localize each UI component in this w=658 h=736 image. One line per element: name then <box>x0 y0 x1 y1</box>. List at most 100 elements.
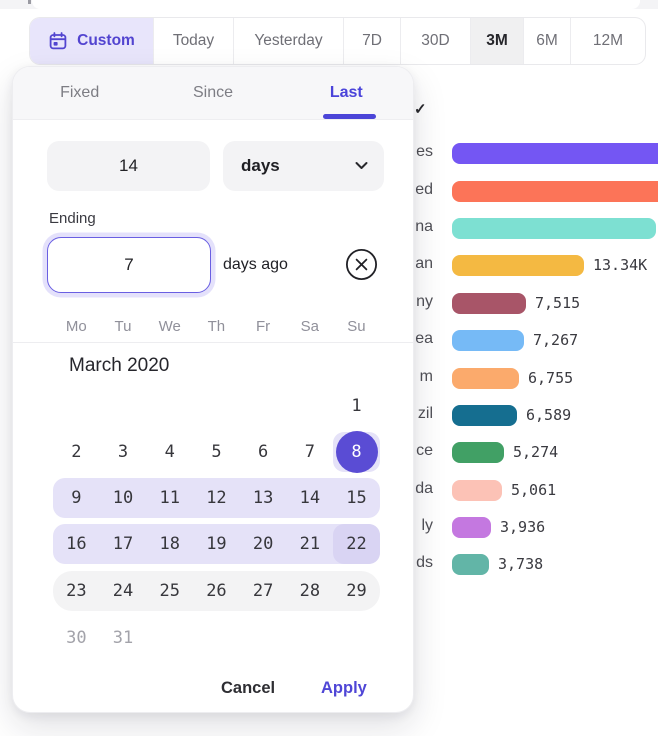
chart-bar[interactable] <box>452 292 526 314</box>
chart-bar-value: 7,515 <box>535 293 581 312</box>
chart-row-label: ce <box>416 442 433 460</box>
weekday-th: Th <box>207 318 226 335</box>
chart-bar[interactable] <box>452 554 489 576</box>
calendar-week-row: 23 24 25 26 27 28 29 <box>53 568 380 614</box>
chart-row-label: da <box>415 479 433 497</box>
calendar-icon <box>48 31 68 51</box>
chart-row: ny 7,515 <box>0 285 658 322</box>
day-19[interactable]: 19 <box>206 534 227 554</box>
weekday-header-row: Mo Tu We Th Fr Sa Su <box>53 318 380 335</box>
apply-button[interactable]: Apply <box>321 679 367 697</box>
day-29[interactable]: 29 <box>346 581 367 601</box>
clipped-top-bar <box>0 0 658 9</box>
day-26[interactable]: 26 <box>206 581 227 601</box>
chart-row-label: an <box>415 255 433 273</box>
day-11[interactable]: 11 <box>159 488 180 508</box>
date-range-segmented-control: Custom Today Yesterday 7D 30D 3M 6M 12M <box>30 18 645 64</box>
chart-bar[interactable] <box>452 516 491 538</box>
chart-row-label: es <box>416 143 433 161</box>
day-9[interactable]: 9 <box>71 488 82 508</box>
range-week-highlight <box>53 478 380 518</box>
day-16[interactable]: 16 <box>66 534 87 554</box>
preset-button-3m[interactable]: 3M <box>470 18 523 64</box>
chart-bar-value: 5,061 <box>511 480 557 499</box>
day-6[interactable]: 6 <box>258 442 269 462</box>
chart-row-label: ly <box>421 516 433 534</box>
date-picker-tabs: Fixed Since Last <box>13 67 413 120</box>
tab-last[interactable]: Last <box>329 84 363 101</box>
day-1[interactable]: 1 <box>351 396 362 416</box>
clipped-top-card <box>32 0 640 9</box>
day-27[interactable]: 27 <box>252 581 274 601</box>
ending-days-input[interactable]: 7 <box>47 237 211 293</box>
chart-row-label: ed <box>415 180 433 198</box>
selected-day-8[interactable]: 8 <box>335 431 378 473</box>
day-31[interactable]: 31 <box>112 628 134 648</box>
ending-label: Ending <box>49 210 96 227</box>
preset-button-7d[interactable]: 7D <box>343 18 400 64</box>
chart-row-label: na <box>415 218 433 236</box>
weekday-tu: Tu <box>114 318 132 335</box>
chart-bar[interactable] <box>452 330 524 352</box>
day-30[interactable]: 30 <box>66 628 87 648</box>
range-end-cell-bg <box>333 524 380 564</box>
chart-bar-value: 3,738 <box>498 555 544 574</box>
day-4[interactable]: 4 <box>164 442 175 462</box>
chart-bar[interactable] <box>452 218 656 240</box>
weekday-su: Su <box>347 318 366 335</box>
ending-days-value: 7 <box>124 255 134 274</box>
calendar-week-row: 1 <box>53 383 380 429</box>
tab-fixed[interactable]: Fixed <box>60 84 100 101</box>
day-7[interactable]: 7 <box>304 442 315 462</box>
preset-button-30d[interactable]: 30D <box>400 18 470 64</box>
day-10[interactable]: 10 <box>112 488 134 508</box>
day-21[interactable]: 21 <box>299 534 321 554</box>
day-20[interactable]: 20 <box>252 534 274 554</box>
preset-button-today[interactable]: Today <box>153 18 233 64</box>
day-13[interactable]: 13 <box>252 488 274 508</box>
day-25[interactable]: 25 <box>159 581 180 601</box>
calendar-divider <box>13 342 413 343</box>
tab-since[interactable]: Since <box>192 84 233 101</box>
day-22[interactable]: 22 <box>346 534 367 554</box>
day-14[interactable]: 14 <box>299 488 321 508</box>
day-5[interactable]: 5 <box>211 442 222 462</box>
chart-row: m 6,755 <box>0 360 658 397</box>
preset-button-yesterday[interactable]: Yesterday <box>233 18 343 64</box>
chart-bar[interactable] <box>452 255 584 277</box>
day-2[interactable]: 2 <box>71 442 82 462</box>
days-ago-label: days ago <box>223 256 288 273</box>
clipped-icon-fragment <box>28 0 31 4</box>
unit-select[interactable]: days <box>223 141 384 191</box>
chart-bar[interactable] <box>452 143 658 165</box>
chart-bar-value: 13.34K <box>593 256 648 275</box>
preset-button-6m[interactable]: 6M <box>523 18 570 64</box>
chart-bar[interactable] <box>452 404 517 426</box>
calendar-week-row: 30 31 <box>53 615 380 661</box>
day-24[interactable]: 24 <box>112 581 134 601</box>
day-18[interactable]: 18 <box>159 534 180 554</box>
day-23[interactable]: 23 <box>66 581 87 601</box>
chart-bar[interactable] <box>452 180 658 202</box>
chart-bar[interactable] <box>452 367 519 389</box>
cancel-button[interactable]: Cancel <box>221 679 276 697</box>
chart-bar[interactable] <box>452 479 502 501</box>
gray-week-highlight <box>53 571 380 611</box>
preset-button-12m[interactable]: 12M <box>570 18 645 64</box>
day-3[interactable]: 3 <box>117 442 129 462</box>
date-picker-popup: Fixed Since Last 14 days Ending 7 days ago… <box>12 66 414 713</box>
chart-bar[interactable] <box>452 442 504 464</box>
calendar-week-row: 9 10 11 12 13 14 15 <box>53 475 380 521</box>
clear-button[interactable] <box>345 248 378 281</box>
day-15[interactable]: 15 <box>346 488 367 508</box>
chart-row-label: ds <box>416 554 433 572</box>
active-tab-underline <box>323 114 376 119</box>
chart-row: da 5,061 <box>0 472 658 509</box>
day-12[interactable]: 12 <box>206 488 227 508</box>
day-28[interactable]: 28 <box>299 581 321 601</box>
last-n-input[interactable]: 14 <box>47 141 210 191</box>
chart-row: ed <box>0 173 658 210</box>
custom-range-button[interactable]: Custom <box>30 18 153 64</box>
day-17[interactable]: 17 <box>112 534 134 554</box>
